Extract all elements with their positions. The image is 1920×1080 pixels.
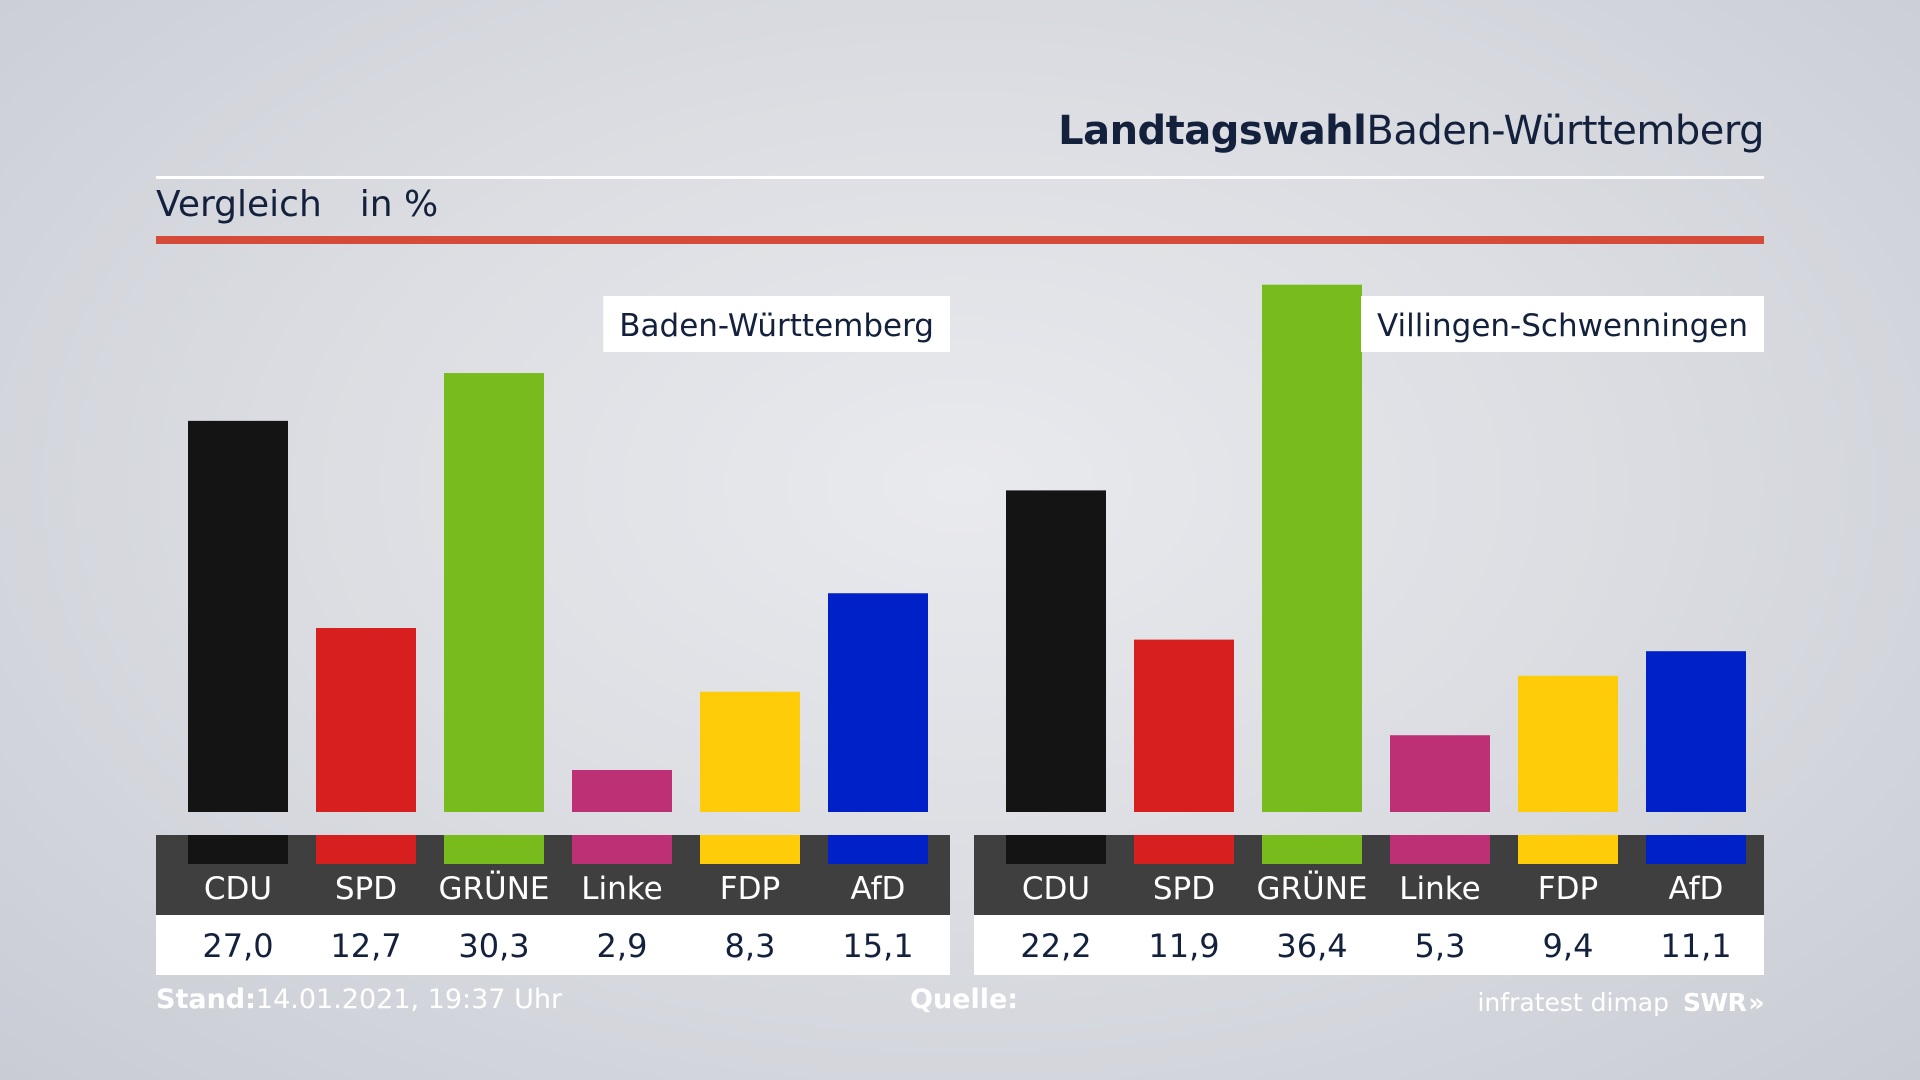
panel-title: Villingen-Schwenningen [1377, 308, 1748, 344]
tick-label: FDP [1538, 871, 1598, 907]
tick-label: GRÜNE [438, 870, 549, 907]
party-color-swatch [828, 835, 928, 864]
bar-spd [1134, 639, 1234, 812]
data-label: 2,9 [597, 927, 648, 965]
unit-label: in % [359, 184, 439, 225]
data-label: 8,3 [725, 927, 776, 965]
tick-label: CDU [204, 871, 272, 907]
brand-logo: infratest dimap SWR» [1477, 988, 1764, 1017]
party-color-swatch [188, 835, 288, 864]
subtitle: Vergleich in % [156, 184, 438, 225]
data-label: 36,4 [1276, 927, 1347, 965]
quelle-label: Quelle: [910, 984, 1019, 1015]
party-color-swatch [316, 835, 416, 864]
swr-logo: SWR [1683, 988, 1747, 1017]
stand-value: 14.01.2021, 19:37 Uhr [255, 984, 563, 1015]
tick-label: FDP [720, 871, 780, 907]
bar-spd [316, 628, 416, 812]
data-label: 12,7 [330, 927, 401, 965]
data-label: 5,3 [1415, 927, 1466, 965]
panel-title-box [1361, 296, 1764, 352]
party-color-swatch [700, 835, 800, 864]
source-name: infratest dimap [1477, 988, 1669, 1017]
bar-cdu [1006, 490, 1106, 812]
tick-label: CDU [1022, 871, 1090, 907]
title-region: Baden-Württemberg [1366, 108, 1764, 154]
value-label-strip [974, 915, 1764, 975]
tick-label: GRÜNE [1256, 870, 1367, 907]
party-label-band [156, 835, 950, 915]
bar-grüne [444, 373, 544, 812]
party-color-swatch [1390, 835, 1490, 864]
panel-title: Baden-Württemberg [619, 308, 934, 344]
party-color-swatch [1646, 835, 1746, 864]
party-color-swatch [444, 835, 544, 864]
data-label: 11,1 [1660, 927, 1731, 965]
data-label: 27,0 [202, 927, 273, 965]
accent-rule [156, 236, 1764, 244]
stand-label: Stand: [156, 984, 256, 1015]
bar-afd [1646, 651, 1746, 812]
bar-cdu [188, 420, 288, 812]
tick-label: SPD [335, 871, 397, 907]
source-info: Quelle: [910, 984, 1018, 1015]
bar-grüne [1262, 284, 1362, 812]
tick-label: Linke [581, 871, 662, 907]
party-color-swatch [1006, 835, 1106, 864]
title-bold: Landtagswahl [1058, 108, 1367, 154]
data-label: 30,3 [458, 927, 529, 965]
bar-linke [1390, 735, 1490, 812]
bar-afd [828, 593, 928, 812]
chart-title: LandtagswahlBaden-Württemberg [1058, 108, 1764, 154]
bar-fdp [700, 691, 800, 812]
tick-label: Linke [1399, 871, 1480, 907]
tick-label: SPD [1153, 871, 1215, 907]
party-color-swatch [1262, 835, 1362, 864]
party-color-swatch [572, 835, 672, 864]
data-label: 11,9 [1148, 927, 1219, 965]
data-label: 22,2 [1020, 927, 1091, 965]
header-rule [156, 176, 1764, 179]
header: LandtagswahlBaden-Württemberg [156, 100, 1764, 176]
value-label-strip [156, 915, 950, 975]
data-label: 9,4 [1543, 927, 1594, 965]
stand-info: Stand:14.01.2021, 19:37 Uhr [156, 984, 562, 1015]
subtitle-text: Vergleich [156, 184, 322, 225]
party-color-swatch [1518, 835, 1618, 864]
tick-label: AfD [1669, 871, 1724, 907]
tick-label: AfD [851, 871, 906, 907]
bar-fdp [1518, 675, 1618, 812]
swr-arrows-icon: » [1748, 988, 1764, 1017]
party-color-swatch [1134, 835, 1234, 864]
bar-linke [572, 769, 672, 812]
data-label: 15,1 [842, 927, 913, 965]
panel-title-box [603, 296, 950, 352]
